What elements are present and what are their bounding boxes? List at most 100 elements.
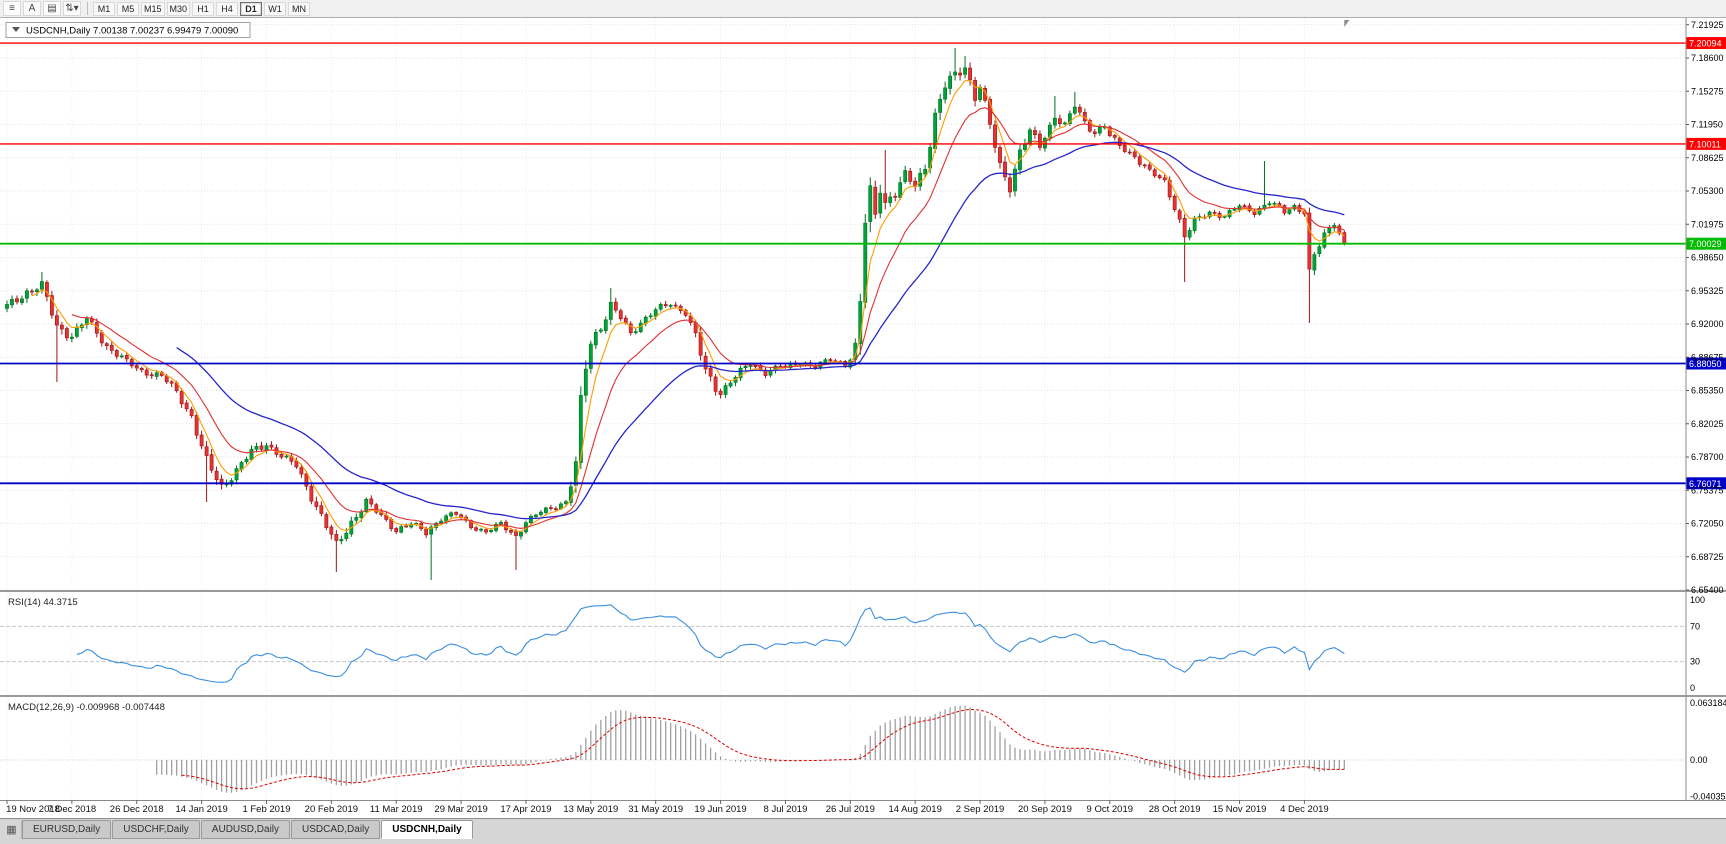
candle-body bbox=[50, 295, 54, 316]
chart-tab-usdcad[interactable]: USDCAD,Daily bbox=[291, 820, 381, 839]
letter-a-icon[interactable]: A bbox=[23, 1, 41, 16]
price-hline[interactable]: 7.20094 bbox=[0, 37, 1726, 50]
rsi-axis-label: 100 bbox=[1690, 595, 1705, 605]
price-tick-label: 6.85350 bbox=[1691, 386, 1724, 396]
candle-body bbox=[888, 196, 893, 203]
price-hline[interactable]: 6.76071 bbox=[0, 477, 1726, 490]
candle-body bbox=[244, 458, 249, 463]
date-label: 7 Dec 2018 bbox=[48, 804, 97, 815]
candle-body bbox=[1182, 218, 1187, 238]
date-label: 28 Oct 2019 bbox=[1149, 804, 1201, 815]
timeframe-button-m1[interactable]: M1 bbox=[93, 1, 115, 16]
moving-average-5 bbox=[31, 79, 1345, 532]
menu-icon[interactable]: ≡ bbox=[3, 1, 21, 16]
candle-body bbox=[374, 504, 379, 513]
candle-body bbox=[249, 448, 254, 460]
candle-body bbox=[25, 290, 29, 299]
candle-body bbox=[583, 368, 588, 396]
candle-body bbox=[294, 460, 299, 468]
symbols-dropdown-icon[interactable]: ⇅▾ bbox=[63, 1, 81, 16]
chart-canvas[interactable]: 7.20094 7.10011 7.00029 6.88050 6.76071 100 70… bbox=[0, 18, 1726, 818]
date-label: 26 Dec 2018 bbox=[110, 804, 164, 815]
shift-marker-icon[interactable] bbox=[1339, 20, 1350, 27]
timeframe-button-w1[interactable]: W1 bbox=[264, 1, 287, 16]
title-box-frame bbox=[5, 22, 251, 38]
rsi-axis-label: 30 bbox=[1690, 657, 1700, 667]
candle-body bbox=[1212, 212, 1217, 214]
candle-body bbox=[918, 172, 923, 187]
moving-average-13 bbox=[71, 107, 1345, 529]
candle-body bbox=[628, 323, 633, 334]
candle-body bbox=[329, 526, 334, 535]
candle-body bbox=[40, 281, 44, 290]
candle-body bbox=[878, 192, 883, 214]
date-label: 29 Mar 2019 bbox=[434, 804, 487, 815]
macd-signal-line bbox=[181, 708, 1345, 790]
candle-body bbox=[708, 367, 713, 377]
candle-body bbox=[279, 453, 284, 458]
timeframe-button-m30[interactable]: M30 bbox=[166, 1, 191, 16]
price-tick-label: 6.95325 bbox=[1691, 286, 1724, 296]
candle-body bbox=[653, 309, 658, 317]
price-hline[interactable]: 7.10011 bbox=[0, 137, 1726, 150]
candle-body bbox=[1043, 137, 1047, 149]
candle-body bbox=[74, 326, 79, 337]
candle-body bbox=[593, 331, 598, 346]
candle-body bbox=[923, 168, 928, 175]
date-label: 26 Jul 2019 bbox=[826, 804, 875, 815]
date-label: 11 Mar 2019 bbox=[370, 804, 423, 815]
candle-body bbox=[109, 344, 114, 351]
candle-body bbox=[1187, 230, 1192, 238]
timeframe-button-m5[interactable]: M5 bbox=[117, 1, 139, 16]
timeframe-button-m15[interactable]: M15 bbox=[141, 1, 165, 16]
candle-body bbox=[953, 71, 958, 76]
candle-body bbox=[883, 193, 888, 203]
date-label: 15 Nov 2019 bbox=[1213, 804, 1267, 815]
candle-body bbox=[149, 374, 154, 377]
candle-body bbox=[998, 147, 1002, 163]
candle-body bbox=[993, 124, 997, 148]
price-hline[interactable]: 6.88050 bbox=[0, 357, 1726, 370]
candle-body bbox=[309, 485, 314, 502]
timeframe-button-mn[interactable]: MN bbox=[288, 1, 311, 16]
chart-title: USDCNH,Daily 7.00138 7.00237 6.99479 7.0… bbox=[26, 26, 238, 37]
hline-price-tag bbox=[1686, 237, 1726, 250]
candle-body bbox=[64, 328, 69, 339]
candle-body bbox=[1282, 205, 1287, 214]
candle-body bbox=[663, 304, 668, 307]
chart-tab-usdcnh[interactable]: USDCNH,Daily bbox=[381, 820, 473, 839]
macd-axis-label: 0.00 bbox=[1690, 755, 1708, 765]
price-tick-label: 7.21925 bbox=[1691, 20, 1724, 30]
candle-body bbox=[409, 523, 414, 528]
date-label: 14 Jan 2019 bbox=[175, 804, 227, 815]
macd-axis-label: -0.040359 bbox=[1690, 791, 1726, 801]
symbol-dropdown-icon[interactable] bbox=[12, 27, 20, 32]
tab-strip-icon[interactable]: ▦ bbox=[2, 820, 22, 839]
candle-body bbox=[1048, 124, 1052, 139]
candle-body bbox=[104, 343, 109, 346]
chart-tab-usdchf[interactable]: USDCHF,Daily bbox=[112, 820, 200, 839]
timeframe-button-h1[interactable]: H1 bbox=[192, 1, 215, 16]
candle-body bbox=[763, 369, 768, 376]
price-hline[interactable]: 7.00029 bbox=[0, 237, 1726, 250]
candle-body bbox=[688, 315, 693, 323]
candle-body bbox=[489, 529, 493, 532]
candle-body bbox=[15, 298, 19, 303]
timeframe-button-d1[interactable]: D1 bbox=[240, 1, 263, 16]
candle-body bbox=[534, 514, 538, 517]
candle-body bbox=[209, 454, 214, 471]
candle-body bbox=[59, 324, 64, 330]
candle-body bbox=[454, 512, 459, 515]
candle-body bbox=[54, 315, 59, 326]
timeframe-button-h4[interactable]: H4 bbox=[216, 1, 239, 16]
candle-body bbox=[748, 365, 753, 367]
chart-tab-eurusd[interactable]: EURUSD,Daily bbox=[22, 820, 112, 839]
candle-body bbox=[1053, 117, 1057, 126]
candle-body bbox=[1157, 175, 1162, 179]
candle-body bbox=[648, 315, 653, 318]
candle-body bbox=[753, 365, 758, 368]
template-icon[interactable]: ▤ bbox=[43, 1, 61, 16]
chart-tab-audusd[interactable]: AUDUSD,Daily bbox=[200, 820, 291, 839]
candle-body bbox=[314, 501, 319, 507]
candle-body bbox=[1287, 209, 1292, 214]
